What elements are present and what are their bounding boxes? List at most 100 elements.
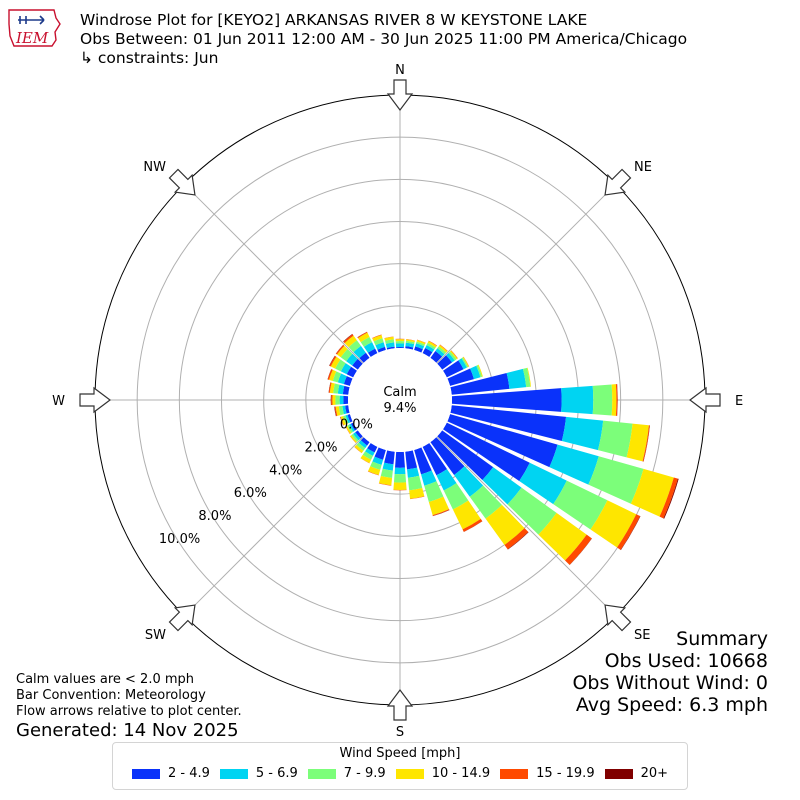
windrose-bar-segment (427, 341, 437, 348)
windrose-bar-segment (590, 500, 637, 548)
windrose-bar-segment (330, 394, 332, 406)
legend-label: 5 - 6.9 (255, 766, 298, 781)
windrose-bar-segment (538, 512, 587, 561)
title-block: Windrose Plot for [KEYO2] ARKANSAS RIVER… (80, 11, 687, 68)
calm-label: Calm (383, 385, 416, 400)
compass-label: SW (145, 628, 166, 643)
windrose-bar-segment (370, 461, 382, 470)
windrose-bar-segment (368, 466, 381, 475)
windrose-bar-segment (414, 346, 423, 353)
notes-block: Calm values are < 2.0 mph Bar Convention… (16, 672, 242, 742)
windrose-bar-segment (430, 437, 465, 476)
windrose-bar-segment (332, 371, 342, 383)
windrose-bar-segment (450, 350, 458, 359)
windrose-bar-segment (329, 369, 337, 381)
windrose-bar-segment (409, 488, 425, 499)
windrose-bar-segment (630, 468, 674, 517)
windrose-bar-segment (367, 471, 379, 476)
windrose-bar-segment (395, 341, 405, 344)
windrose-bar-segment (384, 336, 394, 339)
windrose-bar-segment (372, 334, 383, 342)
radial-tick-labels: 0.0%2.0%4.0%6.0%8.0% 10.0% (159, 417, 373, 547)
windrose-bar-segment (354, 444, 364, 453)
legend-item: 15 - 19.9 (500, 766, 595, 781)
radial-tick-label: 0.0% (340, 417, 373, 432)
windrose-bar-segment (332, 395, 336, 405)
windrose-bar-segment (358, 440, 368, 449)
windrose-bar-segment (348, 340, 361, 353)
windrose-bar-segment (462, 518, 483, 532)
windrose-bar-segment (340, 416, 347, 426)
chart-subtitle-dates: Obs Between: 01 Jun 2011 12:00 AM - 30 J… (80, 30, 688, 48)
windrose-bar-segment (340, 416, 344, 426)
windrose-bar-segment (410, 496, 425, 500)
windrose-bar-segment (615, 384, 618, 416)
windrose-bar-segment (477, 364, 483, 377)
windrose-bar-segment (345, 425, 352, 434)
windrose-bar-segment (372, 456, 384, 465)
windrose-bar-segment (385, 342, 395, 348)
windrose-bar-segment (405, 450, 418, 470)
windrose-bar-segment (507, 487, 557, 535)
legend-items: 2 - 4.9 5 - 6.9 7 - 9.9 10 - 14.9 15 - 1… (113, 766, 687, 781)
windrose-bar-segment (417, 339, 426, 343)
windrose-bar-segment (463, 356, 470, 367)
windrose-bar-segment (527, 367, 532, 387)
legend-item: 5 - 6.9 (219, 766, 298, 781)
windrose-bar-segment (448, 351, 457, 361)
windrose-bar-segment (374, 447, 386, 460)
compass: N NE E SE S SW W NW (52, 63, 743, 740)
windrose-bar-segment (461, 357, 469, 368)
windrose-bar-segment (437, 355, 453, 370)
grid-spoke (436, 436, 617, 617)
windrose-bar-segment (439, 344, 448, 352)
windrose-bar-segment (424, 481, 444, 502)
windrose-bar-segment (378, 475, 393, 486)
legend-label: 7 - 9.9 (343, 766, 386, 781)
grid-spoke (183, 436, 364, 617)
windrose-bar-segment (373, 338, 384, 346)
windrose-bar-segment (328, 382, 332, 393)
windrose-bar-segment (343, 395, 349, 405)
windrose-bar-segment (360, 454, 372, 464)
legend-swatch (500, 768, 529, 779)
windrose-bar-segment (335, 406, 341, 416)
windrose-bar-segment (367, 348, 378, 357)
windrose-bar-segment (393, 482, 407, 490)
windrose-bar-segment (343, 334, 354, 344)
calm-percent: 9.4% (383, 401, 416, 416)
windrose-bar-segment (430, 350, 443, 363)
windrose-bar-segment (506, 368, 527, 389)
windrose-bar-segment (340, 416, 344, 426)
compass-label: N (395, 63, 405, 78)
windrose-bar-segment (482, 467, 522, 505)
windrose-bar-segment (522, 367, 531, 388)
compass-label: E (735, 394, 743, 409)
windrose-bar-segment (382, 462, 394, 471)
windrose-bar-segment (334, 406, 338, 417)
legend: Wind Speed [mph] 2 - 4.9 5 - 6.9 7 - 9.9… (112, 742, 688, 790)
windrose-bar-segment (345, 405, 350, 414)
windrose-bar-segment (454, 466, 484, 497)
windrose-bar-segment (335, 344, 345, 355)
windrose-bar-segment (338, 405, 344, 416)
radial-tick-label: 4.0% (269, 463, 302, 478)
windrose-bar-segment (428, 340, 438, 346)
flow-arrow-icon (604, 168, 632, 196)
windrose-bar-segment (335, 395, 340, 405)
windrose-bar-segment (343, 376, 353, 386)
windrose-bar-segment (344, 335, 357, 348)
calm-note: Calm values are < 2.0 mph (16, 672, 195, 687)
flow-arrow-icon (79, 386, 111, 414)
windrose-bar-segment (450, 373, 510, 395)
windrose-bar-segment (337, 384, 345, 395)
windrose-bar-segment (462, 356, 470, 367)
windrose-bar-segment (356, 442, 366, 451)
windrose-bar-segment (345, 426, 351, 435)
windrose-bar-segment (432, 509, 450, 517)
windrose-bar-segment (350, 435, 357, 443)
legend-swatch (604, 768, 633, 779)
windrose-bar-segment (352, 358, 363, 370)
windrose-bar-segment (443, 422, 530, 482)
windrose-bar-segment (350, 422, 357, 431)
